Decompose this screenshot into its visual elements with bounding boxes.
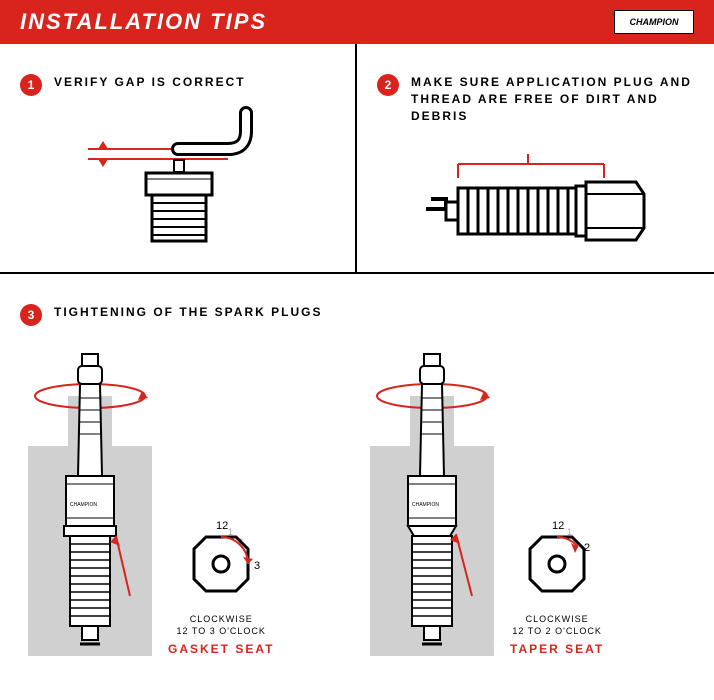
gasket-clock-svg: 12 1 2 3 — [176, 517, 266, 607]
gasket-rot-2: 12 TO 3 O'CLOCK — [177, 625, 266, 638]
gasket-rot-1: CLOCKWISE — [177, 613, 266, 626]
brand-logo: CHAMPION — [614, 10, 694, 34]
svg-text:CHAMPION: CHAMPION — [70, 502, 97, 508]
step-3-title: TIGHTENING OF THE SPARK PLUGS — [54, 304, 322, 321]
gasket-seat-block: CHAMPION — [20, 336, 352, 656]
top-row: 1 VERIFY GAP IS CORRECT — [0, 44, 714, 274]
gasket-seat-label: GASKET SEAT — [168, 642, 274, 656]
step-2-diagram — [377, 124, 694, 284]
clock-12-label: 12 — [216, 520, 228, 532]
gasket-clock: 12 1 2 3 CLOCKWISE 12 TO 3 O'CLOCK — [168, 517, 274, 638]
gasket-clock-col: 12 1 2 3 CLOCKWISE 12 TO 3 O'CLOCK GAS — [168, 517, 274, 656]
gasket-plug-svg: CHAMPION — [20, 336, 160, 656]
taper-rot-2: 12 TO 2 O'CLOCK — [512, 625, 601, 638]
taper-clock: 12 1 2 CLOCKWISE 12 TO 2 O'CLOCK — [510, 517, 604, 638]
gap-diagram-svg — [48, 101, 308, 251]
tightening-row: CHAMPION — [20, 336, 694, 656]
step-2-badge: 2 — [377, 74, 399, 96]
step-3-badge: 3 — [20, 304, 42, 326]
step-2-panel: 2 MAKE SURE APPLICATION PLUG AND THREAD … — [357, 44, 714, 272]
step-3-panel: 3 TIGHTENING OF THE SPARK PLUGS — [0, 274, 714, 666]
header-bar: INSTALLATION TIPS CHAMPION — [0, 0, 714, 44]
thread-diagram-svg — [386, 134, 686, 274]
step-1-head: 1 VERIFY GAP IS CORRECT — [20, 74, 335, 96]
taper-seat-block: CHAMPION — [362, 336, 694, 656]
svg-text:CHAMPION: CHAMPION — [412, 502, 439, 508]
step-1-panel: 1 VERIFY GAP IS CORRECT — [0, 44, 357, 272]
step-1-title: VERIFY GAP IS CORRECT — [54, 74, 246, 91]
clock-3-label: 3 — [254, 560, 260, 572]
step-1-diagram — [20, 96, 335, 256]
svg-text:12: 12 — [552, 520, 564, 532]
gasket-rotation-text: CLOCKWISE 12 TO 3 O'CLOCK — [177, 613, 266, 638]
taper-rotation-text: CLOCKWISE 12 TO 2 O'CLOCK — [512, 613, 601, 638]
step-3-head: 3 TIGHTENING OF THE SPARK PLUGS — [20, 304, 694, 326]
taper-plug-svg: CHAMPION — [362, 336, 502, 656]
step-1-badge: 1 — [20, 74, 42, 96]
taper-clock-col: 12 1 2 CLOCKWISE 12 TO 2 O'CLOCK TAPER S… — [510, 517, 604, 656]
step-2-title: MAKE SURE APPLICATION PLUG AND THREAD AR… — [411, 74, 694, 124]
taper-seat-label: TAPER SEAT — [510, 642, 604, 656]
header-title: INSTALLATION TIPS — [20, 9, 267, 35]
step-2-head: 2 MAKE SURE APPLICATION PLUG AND THREAD … — [377, 74, 694, 124]
taper-clock-svg: 12 1 2 — [512, 517, 602, 607]
taper-rot-1: CLOCKWISE — [512, 613, 601, 626]
